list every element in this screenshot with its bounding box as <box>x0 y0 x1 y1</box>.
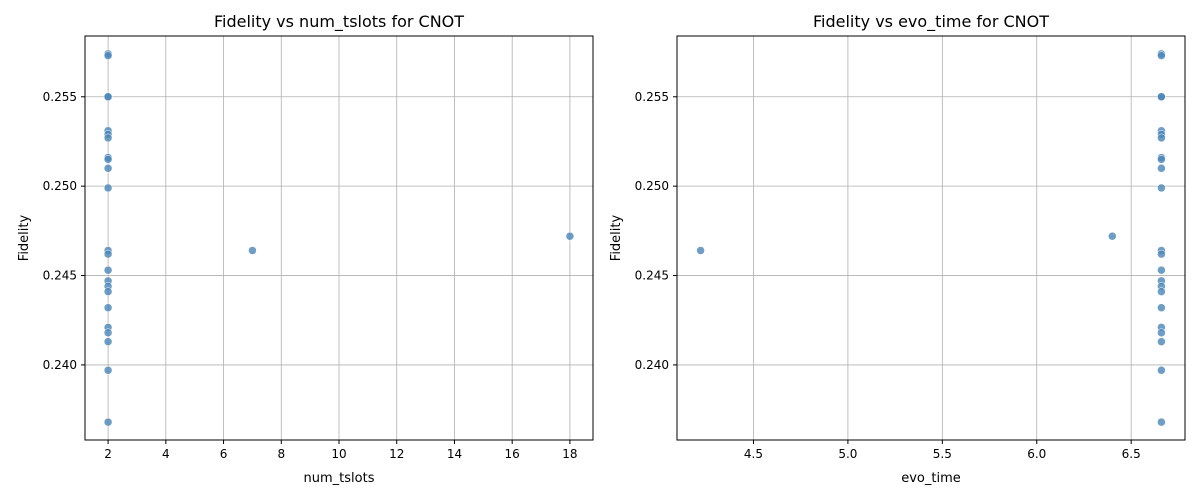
x-tick-label: 4.5 <box>744 447 763 461</box>
data-point <box>1108 231 1117 241</box>
gridlines <box>85 36 593 440</box>
data-point <box>103 417 113 427</box>
scatter-points <box>696 49 1166 427</box>
y-tick-label: 0.240 <box>43 358 77 372</box>
data-point <box>103 92 113 102</box>
chart-title: Fidelity vs num_tslots for CNOT <box>214 12 464 32</box>
y-axis-label: Fidelity <box>17 214 32 261</box>
data-point <box>103 51 113 60</box>
data-point <box>1157 303 1166 312</box>
x-axis-label: evo_time <box>901 471 961 486</box>
plot-frame <box>676 35 1186 441</box>
data-point <box>103 133 113 143</box>
data-point <box>103 337 113 346</box>
data-point <box>103 164 113 173</box>
data-point <box>1157 328 1166 337</box>
x-tick-label: 12 <box>389 447 404 461</box>
data-point <box>1157 417 1166 427</box>
y-tick-label: 0.250 <box>43 179 77 193</box>
scatter-points <box>103 49 575 427</box>
data-point <box>103 303 113 312</box>
data-point <box>1157 287 1166 296</box>
x-tick-label: 14 <box>447 447 462 461</box>
x-axis-label: num_tslots <box>304 471 375 486</box>
x-tick-label: 5.5 <box>933 447 952 461</box>
data-point <box>1157 133 1166 143</box>
data-point <box>1157 164 1166 173</box>
data-point <box>103 328 113 337</box>
x-tick-label: 6 <box>220 447 228 461</box>
data-point <box>1157 249 1166 259</box>
y-tick-label: 0.255 <box>635 90 669 104</box>
x-tick-label: 18 <box>562 447 577 461</box>
x-tick-label: 8 <box>277 447 285 461</box>
data-point <box>1157 265 1166 275</box>
x-tick-label: 10 <box>331 447 346 461</box>
x-tick-label: 6.5 <box>1122 447 1141 461</box>
data-point <box>103 287 113 296</box>
chart-num-tslots: 2 4 6 8 10 12 14 16 18 0.240 0.245 0.250 0.255 Fidel… <box>17 12 594 486</box>
x-tick-label: 6.0 <box>1027 447 1046 461</box>
y-tick-label: 0.250 <box>635 179 669 193</box>
data-point <box>103 366 113 375</box>
x-tick-label: 5.0 <box>838 447 857 461</box>
data-point <box>103 265 113 275</box>
data-point <box>1157 155 1166 164</box>
gridlines <box>677 36 1185 440</box>
data-point <box>565 231 575 241</box>
x-tick-label: 16 <box>505 447 520 461</box>
chart-evo-time: 4.5 5.0 5.5 6.0 6.5 0.240 0.245 0.250 0.255 Fide… <box>609 12 1186 486</box>
y-axis-label: Fidelity <box>609 214 624 261</box>
data-point <box>696 246 705 255</box>
y-tick-label: 0.245 <box>43 269 77 283</box>
data-point <box>103 249 113 259</box>
axis-ticks: 2 4 6 8 10 12 14 16 18 0.240 0.245 0.250 0.255 <box>43 90 578 461</box>
chart-title: Fidelity vs evo_time for CNOT <box>813 12 1049 32</box>
y-tick-label: 0.240 <box>635 358 669 372</box>
data-point <box>248 246 257 255</box>
x-tick-label: 4 <box>162 447 170 461</box>
data-point <box>103 183 113 193</box>
data-point <box>1157 51 1166 60</box>
x-tick-label: 2 <box>104 447 112 461</box>
data-point <box>1157 337 1166 346</box>
axis-ticks: 4.5 5.0 5.5 6.0 6.5 0.240 0.245 0.250 0.255 <box>635 90 1141 461</box>
data-point <box>1157 366 1166 375</box>
data-point <box>103 155 113 164</box>
y-tick-label: 0.255 <box>43 90 77 104</box>
data-point <box>1157 183 1166 193</box>
data-point <box>1157 92 1166 102</box>
y-tick-label: 0.245 <box>635 269 669 283</box>
